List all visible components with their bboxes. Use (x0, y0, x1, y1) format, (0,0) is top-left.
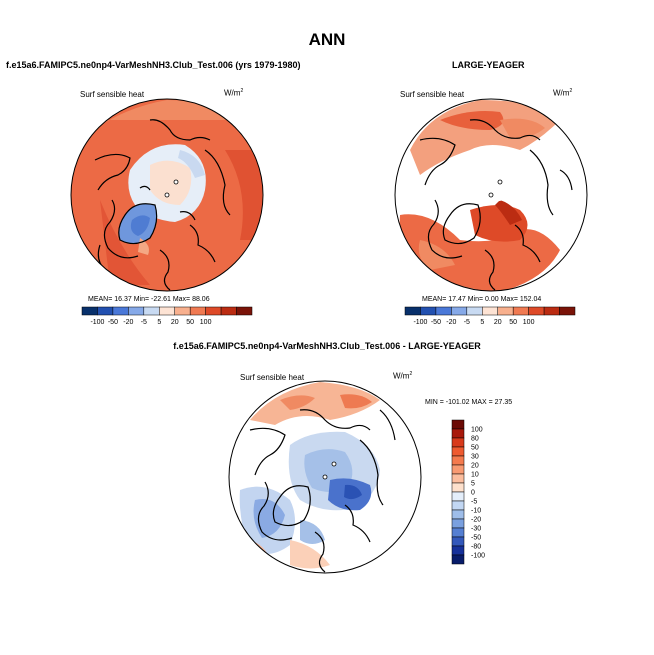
diff-colorbar-swatch (451, 455, 465, 466)
diff-colorbar-tick-label: 5 (471, 481, 475, 488)
right-colorbar: -100 -50 -20 -5 5 20 50 100 (404, 306, 576, 326)
right-colorbar-tick-label: -100 (413, 319, 427, 326)
diff-colorbar-swatch (451, 482, 465, 493)
left-units-label: W/m2 (224, 88, 244, 98)
left-colorbar-swatch (97, 306, 114, 316)
figure-title: ANN (308, 30, 346, 49)
left-colorbar-swatch (205, 306, 222, 316)
diff-colorbar-swatch (451, 518, 465, 529)
right-colorbar-swatch (404, 306, 421, 316)
diff-colorbar-tick-label: -10 (471, 508, 481, 515)
left-colorbar-tick-label: 50 (186, 319, 194, 326)
diff-colorbar-tick-label: 80 (471, 436, 479, 443)
left-colorbar-tick-label: 100 (200, 319, 212, 326)
right-colorbar-tick-label: -20 (446, 319, 456, 326)
diff-colorbar-swatch (451, 509, 465, 520)
right-colorbar-tick-label: 20 (494, 319, 502, 326)
right-colorbar-swatch (512, 306, 529, 316)
diff-colorbar-swatch (451, 536, 465, 547)
right-colorbar-tick-label: -5 (464, 319, 470, 326)
diff-colorbar-swatch (451, 446, 465, 457)
diff-colorbar-swatch (451, 464, 465, 475)
left-colorbar: -100 -50 -20 -5 5 20 50 100 (81, 306, 253, 326)
left-panel-title: f.e15a6.FAMIPC5.ne0np4-VarMeshNH3.Club_T… (6, 60, 301, 70)
right-colorbar-swatch (543, 306, 560, 316)
diff-colorbar-swatch (451, 500, 465, 511)
diff-panel-title: f.e15a6.FAMIPC5.ne0np4-VarMeshNH3.Club_T… (173, 341, 481, 351)
right-stats: MEAN= 17.47 Min= 0.00 Max= 152.04 (422, 296, 542, 303)
left-colorbar-tick-label: 20 (171, 319, 179, 326)
diff-variable-label: Surf sensible heat (240, 373, 305, 382)
diff-colorbar-swatch (451, 419, 465, 430)
diff-colorbar-swatch (451, 545, 465, 556)
diff-colorbar-tick-label: -5 (471, 499, 477, 506)
left-colorbar-tick-label: 5 (157, 319, 161, 326)
right-units-label: W/m2 (553, 88, 573, 98)
right-colorbar-swatch (466, 306, 483, 316)
diff-colorbar-tick-label: 10 (471, 472, 479, 479)
right-colorbar-swatch (497, 306, 514, 316)
right-colorbar-tick-label: 5 (480, 319, 484, 326)
left-variable-label: Surf sensible heat (80, 90, 145, 99)
diff-colorbar-tick-label: -100 (471, 553, 485, 560)
diff-colorbar-swatch (451, 491, 465, 502)
left-polar-map (71, 99, 263, 291)
diff-colorbar-tick-label: 20 (471, 463, 479, 470)
right-colorbar-tick-label: 100 (523, 319, 535, 326)
right-colorbar-swatch (451, 306, 468, 316)
diff-colorbar-tick-label: 50 (471, 445, 479, 452)
right-panel-title: LARGE-YEAGER (452, 60, 525, 70)
diff-colorbar-swatch (451, 527, 465, 538)
diff-colorbar-swatch (451, 554, 465, 565)
diff-colorbar-swatch (451, 428, 465, 439)
right-polar-map (395, 99, 587, 291)
right-colorbar-swatch (528, 306, 545, 316)
diff-colorbar-tick-label: 100 (471, 427, 483, 434)
right-colorbar-swatch (435, 306, 452, 316)
right-colorbar-swatch (420, 306, 437, 316)
left-colorbar-tick-label: -100 (90, 319, 104, 326)
left-colorbar-swatch (189, 306, 206, 316)
right-colorbar-tick-label: -50 (431, 319, 441, 326)
left-colorbar-swatch (128, 306, 145, 316)
left-colorbar-swatch (236, 306, 253, 316)
diff-stats: MIN = -101.02 MAX = 27.35 (425, 399, 513, 406)
left-colorbar-swatch (143, 306, 160, 316)
diff-colorbar-tick-label: 30 (471, 454, 479, 461)
left-colorbar-swatch (159, 306, 175, 316)
diff-colorbar-tick-label: 0 (471, 490, 475, 497)
right-variable-label: Surf sensible heat (400, 90, 465, 99)
left-colorbar-swatch (220, 306, 237, 316)
right-colorbar-swatch (559, 306, 576, 316)
left-stats: MEAN= 16.37 Min= -22.61 Max= 88.06 (88, 296, 210, 303)
diff-colorbar-tick-label: -50 (471, 535, 481, 542)
right-colorbar-tick-label: 50 (509, 319, 517, 326)
diff-colorbar-swatch (451, 473, 465, 484)
diff-colorbar-tick-label: -20 (471, 517, 481, 524)
diff-colorbar-tick-label: -30 (471, 526, 481, 533)
diff-colorbar-tick-label: -80 (471, 544, 481, 551)
left-colorbar-tick-label: -20 (123, 319, 133, 326)
left-colorbar-tick-label: -5 (141, 319, 147, 326)
left-colorbar-swatch (81, 306, 98, 316)
left-colorbar-tick-label: -50 (108, 319, 118, 326)
left-colorbar-swatch (112, 306, 129, 316)
right-colorbar-swatch (482, 306, 498, 316)
left-colorbar-swatch (174, 306, 191, 316)
diff-polar-map (229, 381, 421, 573)
diff-colorbar-swatch (451, 437, 465, 448)
diff-units-label: W/m2 (393, 371, 413, 381)
